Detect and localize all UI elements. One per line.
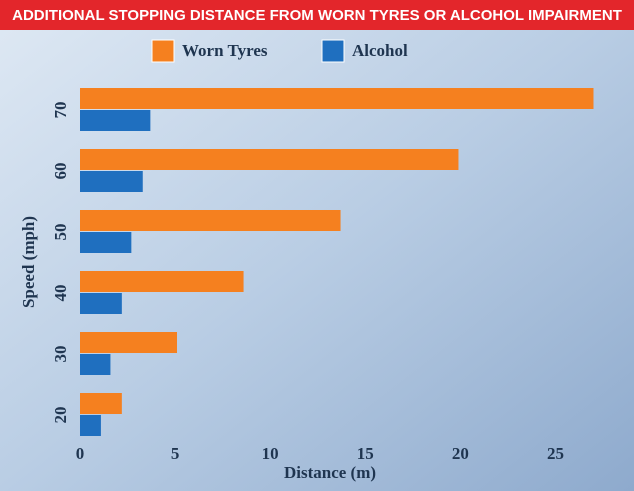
bar xyxy=(80,171,143,192)
legend-label: Alcohol xyxy=(352,41,408,60)
bar xyxy=(80,415,101,436)
bar xyxy=(80,210,341,231)
bar xyxy=(80,232,132,253)
bar xyxy=(80,110,151,131)
y-tick-label: 20 xyxy=(51,407,70,424)
bar xyxy=(80,393,122,414)
bar xyxy=(80,332,177,353)
title-bar xyxy=(0,0,634,30)
x-axis-label: Distance (m) xyxy=(284,463,376,482)
x-tick-label: 25 xyxy=(547,444,564,463)
legend-swatch xyxy=(321,39,345,63)
bar xyxy=(80,149,459,170)
y-tick-label: 40 xyxy=(51,285,70,302)
x-tick-label: 10 xyxy=(262,444,279,463)
legend-swatch xyxy=(151,39,175,63)
x-tick-label: 20 xyxy=(452,444,469,463)
x-tick-label: 5 xyxy=(171,444,180,463)
y-axis-label: Speed (mph) xyxy=(19,216,38,308)
bar xyxy=(80,293,122,314)
legend-label: Worn Tyres xyxy=(182,41,268,60)
y-tick-label: 50 xyxy=(51,224,70,241)
x-tick-label: 15 xyxy=(357,444,374,463)
chart-title: ADDITIONAL STOPPING DISTANCE FROM WORN T… xyxy=(12,7,622,24)
bar xyxy=(80,88,594,109)
y-tick-label: 30 xyxy=(51,346,70,363)
x-tick-label: 0 xyxy=(76,444,85,463)
bar xyxy=(80,271,244,292)
bar xyxy=(80,354,111,375)
y-tick-label: 70 xyxy=(51,102,70,119)
y-tick-label: 60 xyxy=(51,163,70,180)
